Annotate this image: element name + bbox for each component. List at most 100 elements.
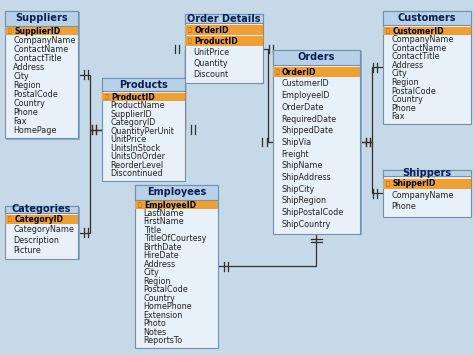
FancyBboxPatch shape <box>185 37 263 46</box>
Text: Shippers: Shippers <box>402 168 451 179</box>
FancyBboxPatch shape <box>185 14 263 23</box>
Text: ⚿: ⚿ <box>188 38 191 44</box>
Text: ⚿: ⚿ <box>8 217 11 222</box>
Text: ShipAddress: ShipAddress <box>281 173 331 182</box>
Text: ⚿: ⚿ <box>386 28 390 34</box>
Text: ContactName: ContactName <box>13 45 69 54</box>
FancyBboxPatch shape <box>5 11 78 138</box>
FancyBboxPatch shape <box>383 11 471 124</box>
Text: LastName: LastName <box>144 209 184 218</box>
Text: RequiredDate: RequiredDate <box>281 115 336 124</box>
Text: Quantity: Quantity <box>193 59 228 68</box>
Text: TitleOfCourtesy: TitleOfCourtesy <box>144 234 206 244</box>
FancyBboxPatch shape <box>135 185 218 348</box>
Text: Products: Products <box>119 80 168 90</box>
Text: OrderID: OrderID <box>194 26 229 35</box>
Text: UnitsOnOrder: UnitsOnOrder <box>110 152 165 161</box>
Text: ShipName: ShipName <box>281 161 322 170</box>
Text: BirthDate: BirthDate <box>144 243 182 252</box>
FancyBboxPatch shape <box>383 27 471 35</box>
Text: QuantityPerUnit: QuantityPerUnit <box>110 127 174 136</box>
Text: CompanyName: CompanyName <box>392 35 454 44</box>
Text: PostalCode: PostalCode <box>392 87 436 95</box>
Text: Phone: Phone <box>13 108 38 117</box>
Text: Country: Country <box>13 99 45 108</box>
FancyBboxPatch shape <box>273 50 360 234</box>
Text: CustomerID: CustomerID <box>392 27 444 36</box>
Text: ⚿: ⚿ <box>8 29 11 34</box>
Text: CategoryID: CategoryID <box>14 215 63 224</box>
Text: FirstName: FirstName <box>144 218 184 226</box>
Text: Categories: Categories <box>12 204 71 214</box>
Text: Notes: Notes <box>144 328 167 337</box>
FancyBboxPatch shape <box>135 201 218 209</box>
Text: Discontinued: Discontinued <box>110 169 163 178</box>
Text: ProductID: ProductID <box>111 93 155 102</box>
FancyBboxPatch shape <box>384 171 472 218</box>
FancyBboxPatch shape <box>5 206 78 259</box>
FancyBboxPatch shape <box>102 93 185 101</box>
Text: UnitsInStock: UnitsInStock <box>110 144 161 153</box>
Text: ContactName: ContactName <box>392 44 447 53</box>
Text: Extension: Extension <box>144 311 183 320</box>
FancyBboxPatch shape <box>5 27 78 36</box>
Text: ContactTitle: ContactTitle <box>13 54 62 63</box>
Text: HireDate: HireDate <box>144 251 179 261</box>
Text: ⚿: ⚿ <box>386 181 390 187</box>
FancyBboxPatch shape <box>6 12 80 140</box>
FancyBboxPatch shape <box>102 78 185 181</box>
FancyBboxPatch shape <box>185 26 263 35</box>
FancyBboxPatch shape <box>135 185 218 200</box>
Text: HomePhone: HomePhone <box>144 302 192 311</box>
FancyBboxPatch shape <box>102 78 185 92</box>
Text: SupplierID: SupplierID <box>14 27 61 36</box>
Text: ShipCity: ShipCity <box>281 185 314 194</box>
FancyBboxPatch shape <box>384 12 472 125</box>
Text: ⚿: ⚿ <box>188 28 191 33</box>
Text: OrderID: OrderID <box>282 68 317 77</box>
Text: Orders: Orders <box>298 52 335 62</box>
FancyBboxPatch shape <box>5 11 78 26</box>
Text: ProductName: ProductName <box>110 101 165 110</box>
FancyBboxPatch shape <box>274 51 362 235</box>
Text: Freight: Freight <box>281 150 309 159</box>
FancyBboxPatch shape <box>383 11 471 26</box>
Text: CategoryName: CategoryName <box>13 225 74 234</box>
FancyBboxPatch shape <box>383 179 471 189</box>
Text: ReportsTo: ReportsTo <box>144 336 183 345</box>
Text: Description: Description <box>13 236 59 245</box>
FancyBboxPatch shape <box>5 215 78 224</box>
Text: PostalCode: PostalCode <box>13 90 58 99</box>
FancyBboxPatch shape <box>383 170 471 217</box>
Text: Region: Region <box>144 277 171 286</box>
Text: CategoryID: CategoryID <box>110 118 156 127</box>
Text: ShipPostalCode: ShipPostalCode <box>281 208 343 217</box>
Text: ⚿: ⚿ <box>138 202 142 208</box>
Text: Discount: Discount <box>193 70 228 78</box>
Text: Region: Region <box>13 81 41 90</box>
Text: City: City <box>392 70 407 78</box>
FancyBboxPatch shape <box>103 79 186 182</box>
Text: City: City <box>144 268 159 277</box>
Text: Country: Country <box>144 294 175 303</box>
FancyBboxPatch shape <box>6 207 80 260</box>
Text: Address: Address <box>13 63 46 72</box>
FancyBboxPatch shape <box>185 14 263 83</box>
Text: UnitPrice: UnitPrice <box>193 48 229 57</box>
Text: Suppliers: Suppliers <box>15 13 68 23</box>
Text: ShipVia: ShipVia <box>281 138 311 147</box>
Text: ShipRegion: ShipRegion <box>281 196 326 206</box>
Text: Region: Region <box>392 78 419 87</box>
Text: ContactTitle: ContactTitle <box>392 52 440 61</box>
FancyBboxPatch shape <box>186 15 264 84</box>
Text: EmployeeID: EmployeeID <box>281 91 329 100</box>
FancyBboxPatch shape <box>5 206 78 213</box>
Text: SupplierID: SupplierID <box>110 110 152 119</box>
Text: Phone: Phone <box>392 202 416 211</box>
Text: Address: Address <box>392 61 424 70</box>
Text: ⚿: ⚿ <box>275 70 279 75</box>
Text: EmployeeID: EmployeeID <box>145 201 197 209</box>
Text: ⚿: ⚿ <box>105 94 109 100</box>
Text: ProductID: ProductID <box>194 37 238 46</box>
FancyBboxPatch shape <box>383 170 471 176</box>
